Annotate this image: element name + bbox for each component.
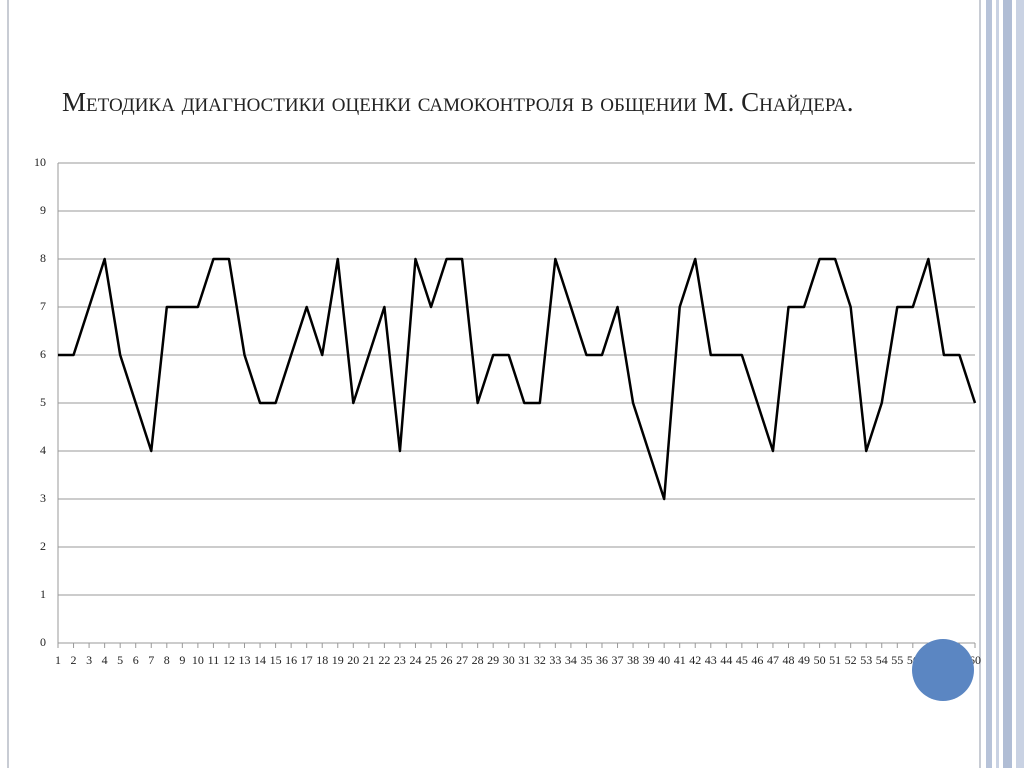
x-tick-label: 48	[782, 653, 794, 667]
y-tick-label: 0	[40, 635, 46, 649]
x-tick-label: 14	[254, 653, 266, 667]
x-tick-label: 11	[208, 653, 220, 667]
x-tick-label: 15	[270, 653, 282, 667]
x-tick-label: 1	[55, 653, 61, 667]
x-tick-label: 4	[102, 653, 108, 667]
x-tick-label: 37	[612, 653, 624, 667]
x-tick-label: 44	[720, 653, 732, 667]
y-tick-label: 7	[40, 299, 46, 313]
x-tick-label: 52	[845, 653, 857, 667]
x-tick-label: 23	[394, 653, 406, 667]
y-tick-label: 4	[40, 443, 46, 457]
x-tick-label: 55	[891, 653, 903, 667]
x-tick-label: 31	[518, 653, 530, 667]
y-tick-label: 2	[40, 539, 46, 553]
x-tick-label: 33	[549, 653, 561, 667]
x-tick-label: 27	[456, 653, 468, 667]
x-tick-label: 46	[751, 653, 763, 667]
x-tick-label: 30	[503, 653, 515, 667]
y-tick-label: 6	[40, 347, 46, 361]
x-tick-label: 20	[347, 653, 359, 667]
y-tick-label: 9	[40, 203, 46, 217]
x-tick-label: 5	[117, 653, 123, 667]
y-tick-label: 10	[34, 155, 46, 169]
x-tick-label: 39	[643, 653, 655, 667]
x-tick-label: 17	[301, 653, 313, 667]
x-tick-label: 54	[876, 653, 888, 667]
x-tick-label: 12	[223, 653, 235, 667]
x-tick-label: 38	[627, 653, 639, 667]
x-tick-label: 36	[596, 653, 608, 667]
data-line	[58, 257, 977, 501]
x-tick-label: 22	[378, 653, 390, 667]
x-tick-label: 28	[472, 653, 484, 667]
x-tick-label: 26	[441, 653, 453, 667]
x-tick-label: 10	[192, 653, 204, 667]
chart-title: Методика диагностики оценки самоконтроля…	[62, 87, 854, 117]
stripe	[1016, 0, 1024, 768]
x-tick-label: 47	[767, 653, 779, 667]
stripe	[986, 0, 992, 768]
x-tick-label: 24	[409, 653, 421, 667]
x-tick-label: 49	[798, 653, 810, 667]
x-tick-label: 7	[148, 653, 154, 667]
x-tick-label: 53	[860, 653, 872, 667]
y-tick-label: 3	[40, 491, 46, 505]
x-tick-label: 19	[332, 653, 344, 667]
x-tick-label: 3	[86, 653, 92, 667]
x-tick-label: 50	[814, 653, 826, 667]
x-tick-label: 2	[71, 653, 77, 667]
x-tick-label: 35	[580, 653, 592, 667]
x-tick-label: 21	[363, 653, 375, 667]
x-tick-label: 25	[425, 653, 437, 667]
x-tick-label: 32	[534, 653, 546, 667]
decor-circle	[912, 639, 974, 701]
x-tick-label: 42	[689, 653, 701, 667]
x-tick-label: 6	[133, 653, 139, 667]
stripe	[1003, 0, 1012, 768]
x-tick-label: 41	[674, 653, 686, 667]
x-tick-label: 40	[658, 653, 670, 667]
y-tick-label: 8	[40, 251, 46, 265]
x-tick-label: 13	[239, 653, 251, 667]
x-tick-label: 18	[316, 653, 328, 667]
x-tick-label: 45	[736, 653, 748, 667]
x-tick-label: 51	[829, 653, 841, 667]
stripe	[996, 0, 999, 768]
x-tick-label: 9	[179, 653, 185, 667]
y-tick-label: 1	[40, 587, 46, 601]
x-tick-label: 29	[487, 653, 499, 667]
y-tick-label: 5	[40, 395, 46, 409]
x-tick-label: 8	[164, 653, 170, 667]
x-tick-label: 43	[705, 653, 717, 667]
x-tick-label: 34	[565, 653, 577, 667]
x-tick-label: 16	[285, 653, 297, 667]
